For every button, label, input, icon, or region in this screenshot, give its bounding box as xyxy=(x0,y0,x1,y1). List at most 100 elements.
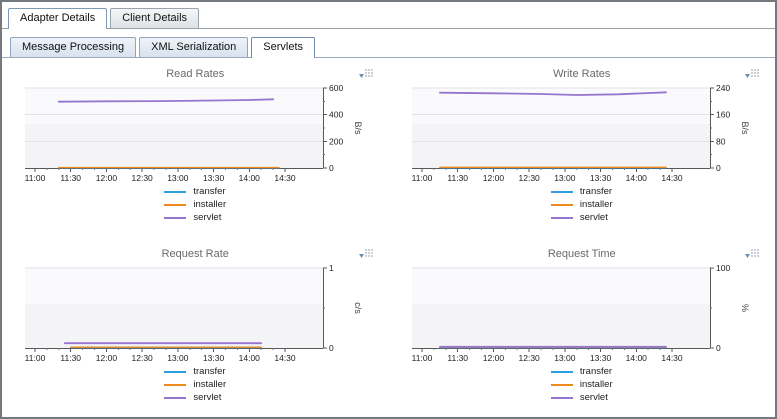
svg-text:12:00: 12:00 xyxy=(483,173,505,182)
svg-text:B/s: B/s xyxy=(353,121,363,135)
legend-item-transfer: transfer xyxy=(164,185,226,198)
tab-servlets[interactable]: Servlets xyxy=(251,37,316,58)
svg-text:12:00: 12:00 xyxy=(96,173,118,182)
request-time-plot: 11:00 11:30 12:00 12:30 13:00 13:30 14:00 14:30… xyxy=(411,263,749,362)
write-rates-plot: 11:00 11:30 12:00 12:30 13:00 13:30 14:00 14:30… xyxy=(411,83,750,182)
svg-text:14:00: 14:00 xyxy=(625,173,647,182)
legend-label: installer xyxy=(193,379,227,390)
legend-item-installer: installer xyxy=(550,378,613,391)
tab-message-processing[interactable]: Message Processing xyxy=(10,37,137,57)
svg-text:12:30: 12:30 xyxy=(132,173,154,182)
legend-item-transfer: transfer xyxy=(550,365,613,378)
transfer-line-swatch xyxy=(550,190,573,193)
svg-text:12:00: 12:00 xyxy=(96,353,118,362)
legend-label: transfer xyxy=(193,186,226,197)
svg-text:11:00: 11:00 xyxy=(411,173,432,182)
svg-text:12:30: 12:30 xyxy=(518,173,540,182)
transfer-line-swatch xyxy=(164,370,187,373)
legend-item-transfer: transfer xyxy=(164,365,226,378)
svg-text:160: 160 xyxy=(716,110,730,120)
legend-label: transfer xyxy=(193,366,226,377)
svg-text:12:30: 12:30 xyxy=(518,353,540,362)
legend-item-servlet: servlet xyxy=(550,391,613,404)
svg-text:13:30: 13:30 xyxy=(203,173,225,182)
chart-request-time: Request Time 11:00 11:30 12:00 12:30 13:00 13… xyxy=(389,248,776,404)
servlet-line-swatch xyxy=(164,216,187,219)
svg-text:200: 200 xyxy=(329,136,343,146)
svg-text:13:00: 13:00 xyxy=(554,353,576,362)
servlet-line-swatch xyxy=(164,396,187,399)
legend-label: servlet xyxy=(193,392,222,403)
servlet-line-swatch xyxy=(550,396,573,399)
svg-text:11:30: 11:30 xyxy=(61,353,82,362)
tab-client-details[interactable]: Client Details xyxy=(110,8,200,28)
installer-line-swatch xyxy=(550,383,573,386)
legend-label: servlet xyxy=(193,212,222,223)
legend-item-transfer: transfer xyxy=(550,185,613,198)
legend-item-servlet: servlet xyxy=(164,391,226,404)
svg-text:14:00: 14:00 xyxy=(239,353,261,362)
svg-text:14:30: 14:30 xyxy=(661,173,683,182)
legend-label: servlet xyxy=(579,212,608,223)
svg-text:11:00: 11:00 xyxy=(25,353,46,362)
svg-text:13:30: 13:30 xyxy=(590,353,612,362)
read-rates-plot: 11:00 11:30 12:00 12:30 13:00 13:30 14:00 14:30… xyxy=(25,83,363,182)
svg-text:0: 0 xyxy=(329,343,334,353)
chart-write-rates: Write Rates 11:00 11:30 12:00 12:30 13:00 13:… xyxy=(389,68,776,224)
legend-label: installer xyxy=(193,199,227,210)
svg-text:11:00: 11:00 xyxy=(411,353,432,362)
installer-line-swatch xyxy=(164,203,187,206)
svg-text:c/s: c/s xyxy=(353,302,363,314)
legend-label: installer xyxy=(579,379,613,390)
installer-line-swatch xyxy=(164,383,187,386)
svg-text:B/s: B/s xyxy=(740,121,750,135)
svg-text:11:00: 11:00 xyxy=(25,173,46,182)
chart-options-icon[interactable] xyxy=(745,68,761,81)
legend-label: installer xyxy=(579,199,613,210)
svg-text:11:30: 11:30 xyxy=(447,353,468,362)
installer-line-swatch xyxy=(550,203,573,206)
chart-title: Request Time xyxy=(547,248,616,260)
svg-text:0: 0 xyxy=(716,163,721,173)
primary-tab-bar: Adapter Details Client Details xyxy=(2,2,775,29)
charts-grid: Read Rates 11:00 11:30 12:00 12:30 13:00 13:3… xyxy=(2,58,775,404)
chart-options-icon[interactable] xyxy=(745,248,761,261)
legend-label: transfer xyxy=(579,366,613,377)
tab-xml-serialization[interactable]: XML Serialization xyxy=(139,37,249,57)
legend: transfer installer servlet xyxy=(550,365,613,404)
chart-read-rates: Read Rates 11:00 11:30 12:00 12:30 13:00 13:3… xyxy=(2,68,389,224)
svg-text:14:30: 14:30 xyxy=(661,353,683,362)
svg-text:0: 0 xyxy=(716,343,721,353)
svg-text:400: 400 xyxy=(329,110,343,120)
svg-text:11:30: 11:30 xyxy=(61,173,82,182)
svg-text:240: 240 xyxy=(716,83,730,93)
legend: transfer installer servlet xyxy=(550,185,613,224)
legend-label: transfer xyxy=(579,186,613,197)
svg-text:14:00: 14:00 xyxy=(625,353,647,362)
servlet-line-swatch xyxy=(550,216,573,219)
chart-options-icon[interactable] xyxy=(358,68,375,81)
svg-text:13:30: 13:30 xyxy=(203,353,225,362)
svg-text:14:30: 14:30 xyxy=(275,173,297,182)
svg-text:80: 80 xyxy=(716,136,726,146)
chart-title: Write Rates xyxy=(553,68,611,80)
transfer-line-swatch xyxy=(550,370,573,373)
tab-adapter-details[interactable]: Adapter Details xyxy=(8,8,108,29)
legend-item-installer: installer xyxy=(550,198,613,211)
chart-title: Read Rates xyxy=(166,68,225,80)
legend: transfer installer servlet xyxy=(164,185,226,224)
chart-options-icon[interactable] xyxy=(358,248,375,261)
secondary-tab-bar: Message Processing XML Serialization Ser… xyxy=(2,29,775,58)
svg-text:14:00: 14:00 xyxy=(239,173,261,182)
legend-item-servlet: servlet xyxy=(164,211,226,224)
transfer-line-swatch xyxy=(164,190,187,193)
legend-label: servlet xyxy=(579,392,608,403)
chart-request-rate: Request Rate 11:00 11:30 12:00 12:30 13:00 13… xyxy=(2,248,389,404)
legend-item-servlet: servlet xyxy=(550,211,613,224)
svg-text:13:00: 13:00 xyxy=(167,353,189,362)
legend-item-installer: installer xyxy=(164,198,226,211)
chart-title: Request Rate xyxy=(161,248,229,260)
svg-text:100: 100 xyxy=(716,263,730,273)
svg-text:11:30: 11:30 xyxy=(447,173,468,182)
